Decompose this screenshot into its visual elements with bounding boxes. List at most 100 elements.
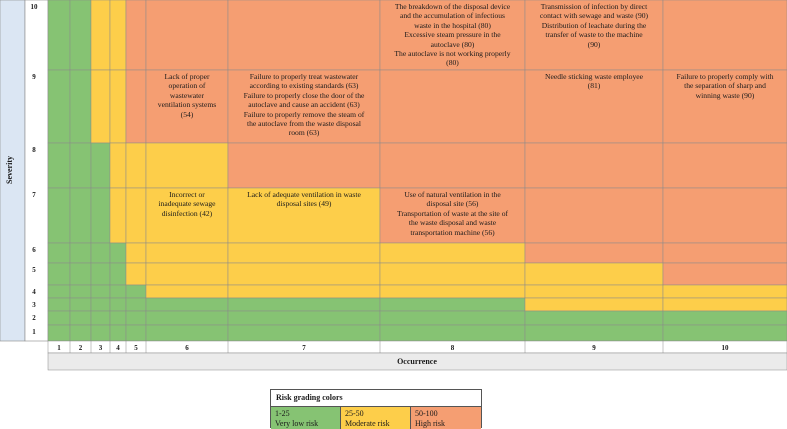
annotation-line: the autoclave from the waste disposal — [246, 119, 362, 129]
heat-cell-s7-o3 — [90, 187, 111, 244]
heat-cell-s9-o2 — [69, 69, 92, 144]
heat-cell-s3-o5 — [125, 297, 147, 312]
heat-cell-s4-o7 — [227, 284, 381, 299]
heat-cell-s4-o2 — [69, 284, 92, 299]
heat-cell-s2-o6 — [145, 310, 229, 326]
annotation-line: Failure to properly remove the steam of — [243, 109, 365, 119]
heat-cell-s2-o9 — [524, 310, 664, 326]
annotation-line: (81) — [587, 81, 601, 91]
heat-cell-s4-o6 — [145, 284, 229, 299]
heat-cell-s10-o1 — [47, 0, 71, 71]
annotation-line: disposal sites (49) — [276, 199, 332, 209]
severity-tick-7: 7 — [32, 191, 36, 199]
annotation-line: Lack of proper — [164, 72, 210, 81]
severity-tick-6: 6 — [32, 246, 36, 254]
risk-annotation-s10-o8: The breakdown of the disposal device and … — [380, 2, 525, 68]
heat-cell-s7-o7 — [227, 187, 381, 244]
heat-cell-s6-o2 — [69, 242, 92, 264]
risk-annotation-s9-o6: Lack of proper operation of wastewater vent… — [146, 72, 228, 119]
severity-tick-2: 2 — [32, 314, 36, 322]
annotation-line: Distribution of leachate during the — [541, 20, 647, 30]
heat-cell-s1-o3 — [90, 324, 111, 342]
annotation-line: winning waste (90) — [695, 90, 755, 100]
heat-cell-s2-o4 — [109, 310, 127, 326]
y-axis-title: Severity — [5, 156, 14, 184]
heat-cell-s6-o5 — [125, 242, 147, 264]
heat-cell-s5-o7 — [227, 262, 381, 286]
heat-cell-s3-o4 — [109, 297, 127, 312]
severity-tick-8: 8 — [32, 146, 36, 154]
annotation-line: Failure to properly treat wastewater — [249, 72, 359, 81]
heat-cell-s6-o8 — [379, 242, 526, 264]
heat-cell-s1-o6 — [145, 324, 229, 342]
heat-cell-s6-o10 — [662, 242, 787, 264]
annotation-line: disposal site (56) — [426, 199, 479, 209]
heat-cell-s5-o10 — [662, 262, 787, 286]
occurrence-tick-7: 7 — [302, 344, 306, 352]
heat-cell-s8-o4 — [109, 142, 127, 189]
heat-cell-s8-o8 — [379, 142, 526, 189]
occurrence-tick-1: 1 — [57, 344, 61, 352]
heat-cell-s8-o6 — [145, 142, 229, 189]
heat-cell-s1-o1 — [47, 324, 71, 342]
annotation-line: transportation machine (56) — [410, 227, 495, 237]
annotation-line: Incorrect or — [169, 190, 205, 199]
severity-tick-5: 5 — [32, 266, 36, 274]
annotation-line: autoclave (80) — [430, 39, 475, 49]
heat-cell-s9-o9 — [524, 69, 664, 144]
heat-cell-s8-o5 — [125, 142, 147, 189]
heat-cell-s10-o10 — [662, 0, 787, 71]
legend-item-very-low: 1-25 Very low risk — [271, 407, 341, 429]
heat-cell-s1-o5 — [125, 324, 147, 342]
heat-cell-s10-o8 — [379, 0, 526, 71]
heat-cell-s7-o8 — [379, 187, 526, 244]
heat-cell-s5-o6 — [145, 262, 229, 286]
heat-cell-s1-o9 — [524, 324, 664, 342]
annotation-line: wastewater — [169, 90, 205, 100]
annotation-line: transfer of waste to the machine — [545, 30, 643, 40]
annotation-line: disinfection (42) — [161, 208, 213, 218]
heat-cell-s1-o2 — [69, 324, 92, 342]
heat-cell-s9-o5 — [125, 69, 147, 144]
heat-cell-s4-o1 — [47, 284, 71, 299]
legend-item-moderate: 25-50 Moderate risk — [341, 407, 411, 429]
annotation-line: (54) — [180, 109, 194, 119]
occurrence-tick-6: 6 — [185, 344, 189, 352]
heat-cell-s8-o7 — [227, 142, 381, 189]
heat-cell-s5-o4 — [109, 262, 127, 286]
annotation-line: Transportation of waste at the site of — [396, 208, 509, 218]
annotation-line: operation of — [168, 81, 206, 91]
heat-cell-s4-o5 — [125, 284, 147, 299]
heat-cell-s1-o7 — [227, 324, 381, 342]
annotation-line: according to existing standards (63) — [249, 81, 359, 91]
occurrence-tick-4: 4 — [116, 344, 120, 352]
heat-cell-s2-o7 — [227, 310, 381, 326]
heat-cell-s3-o10 — [662, 297, 787, 312]
legend-label-very-low: Very low risk — [275, 419, 319, 428]
annotation-line: Excessive steam pressure in the — [404, 30, 501, 40]
heat-cell-s2-o1 — [47, 310, 71, 326]
annotation-line: (80) — [446, 58, 459, 68]
heat-cell-s10-o7 — [227, 0, 381, 71]
heat-cell-s10-o4 — [109, 0, 127, 71]
heat-cell-s5-o1 — [47, 262, 71, 286]
occurrence-tick-2: 2 — [79, 344, 83, 352]
heat-cell-s2-o3 — [90, 310, 111, 326]
annotation-line: room (63) — [288, 128, 320, 138]
heat-cell-s7-o1 — [47, 187, 71, 244]
annotation-line: the separation of sharp and — [684, 81, 766, 91]
heat-cell-s1-o10 — [662, 324, 787, 342]
x-axis-title: Occurrence — [397, 357, 437, 366]
risk-annotation-s7-o8: Use of natural ventilation in the disposa… — [380, 190, 525, 237]
heat-cell-s3-o8 — [379, 297, 526, 312]
severity-tick-3: 3 — [32, 301, 36, 309]
heat-cell-s7-o10 — [662, 187, 787, 244]
heat-cell-s9-o8 — [379, 69, 526, 144]
annotation-line: inadequate sewage — [158, 199, 216, 209]
annotation-line: (90) — [587, 39, 601, 49]
heat-cell-s4-o4 — [109, 284, 127, 299]
annotation-line: The breakdown of the disposal device — [394, 2, 511, 11]
annotation-line: Lack of adequate ventilation in waste — [247, 190, 361, 199]
legend-range-moderate: 25-50 — [345, 409, 364, 418]
annotation-line: Transmission of infection by direct — [540, 2, 648, 11]
